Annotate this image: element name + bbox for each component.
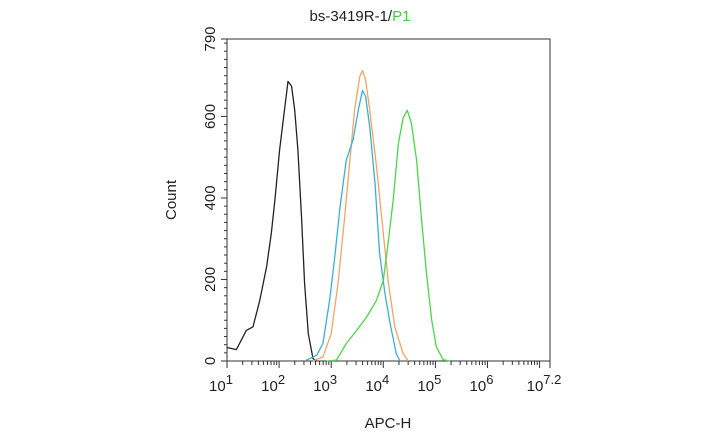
x-tick-base: 10: [417, 378, 434, 395]
x-tick-label: 101: [209, 372, 233, 395]
x-axis-label: APC-H: [365, 415, 412, 432]
x-tick-label: 103: [313, 372, 337, 395]
chart-title-text: bs-3419R-1/: [309, 8, 393, 25]
x-tick-label: 106: [470, 372, 494, 395]
x-tick-base: 10: [527, 378, 544, 395]
y-tick-label: 600: [202, 104, 219, 129]
x-tick-label: 104: [365, 372, 389, 395]
x-tick-base: 10: [365, 378, 382, 395]
histogram-series-1: [226, 80, 317, 362]
histogram-series-4: [326, 109, 451, 362]
y-tick-label: 790: [202, 26, 219, 51]
x-tick-exponent: 7.2: [543, 372, 561, 387]
x-tick-exponent: 4: [382, 372, 389, 387]
x-tick-label: 102: [261, 372, 285, 395]
histogram-series-2: [312, 69, 409, 362]
x-tick-exponent: 5: [434, 372, 441, 387]
plot-frame: [226, 38, 551, 362]
x-tick-label: 105: [417, 372, 441, 395]
chart-title-gate: P1: [392, 8, 411, 25]
x-tick-exponent: 2: [278, 372, 285, 387]
chart-title: bs-3419R-1/P1: [0, 8, 720, 25]
y-tick-label: 200: [202, 267, 219, 292]
x-tick-base: 10: [209, 378, 226, 395]
x-tick-exponent: 1: [226, 372, 233, 387]
y-tick-label: 400: [202, 185, 219, 210]
x-tick-base: 10: [261, 378, 278, 395]
x-tick-base: 10: [470, 378, 487, 395]
histogram-series-3: [305, 89, 401, 362]
y-axis-label: Count: [163, 179, 180, 220]
x-tick-base: 10: [313, 378, 330, 395]
x-tick-exponent: 6: [486, 372, 493, 387]
x-tick-label: 107.2: [527, 372, 562, 395]
x-tick-exponent: 3: [330, 372, 337, 387]
y-tick-label: 0: [202, 357, 219, 365]
